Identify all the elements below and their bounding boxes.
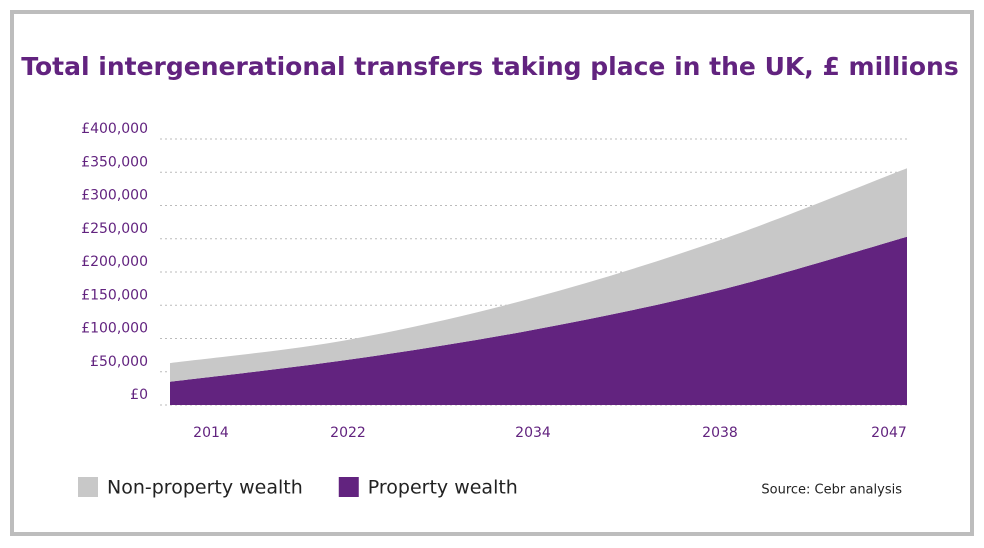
source: Source: Cebr analysis <box>761 483 902 498</box>
legend-swatch <box>338 477 359 497</box>
y-tick-label: £400,000 <box>81 121 148 137</box>
x-tick-label: 2047 <box>871 425 907 441</box>
y-tick-label: £0 <box>130 387 148 403</box>
y-tick-label: £100,000 <box>81 321 148 337</box>
legend-label: Non-property wealth <box>107 477 303 499</box>
chart-title: Total intergenerational transfers taking… <box>21 52 958 81</box>
y-tick-label: £50,000 <box>90 354 148 370</box>
y-tick-label: £200,000 <box>81 254 148 270</box>
area <box>170 236 907 405</box>
x-tick-label: 2034 <box>515 425 551 441</box>
legend-label: Property wealth <box>368 477 518 499</box>
x-tick-label: 2038 <box>702 425 738 441</box>
area <box>170 168 907 382</box>
y-tick-label: £300,000 <box>81 188 148 204</box>
x-tick-label: 2014 <box>193 425 229 441</box>
y-tick-label: £350,000 <box>81 154 148 170</box>
legend-swatch <box>78 477 98 497</box>
x-tick-label: 2022 <box>330 425 366 441</box>
y-tick-label: £250,000 <box>81 221 148 237</box>
y-tick-label: £150,000 <box>81 287 148 303</box>
